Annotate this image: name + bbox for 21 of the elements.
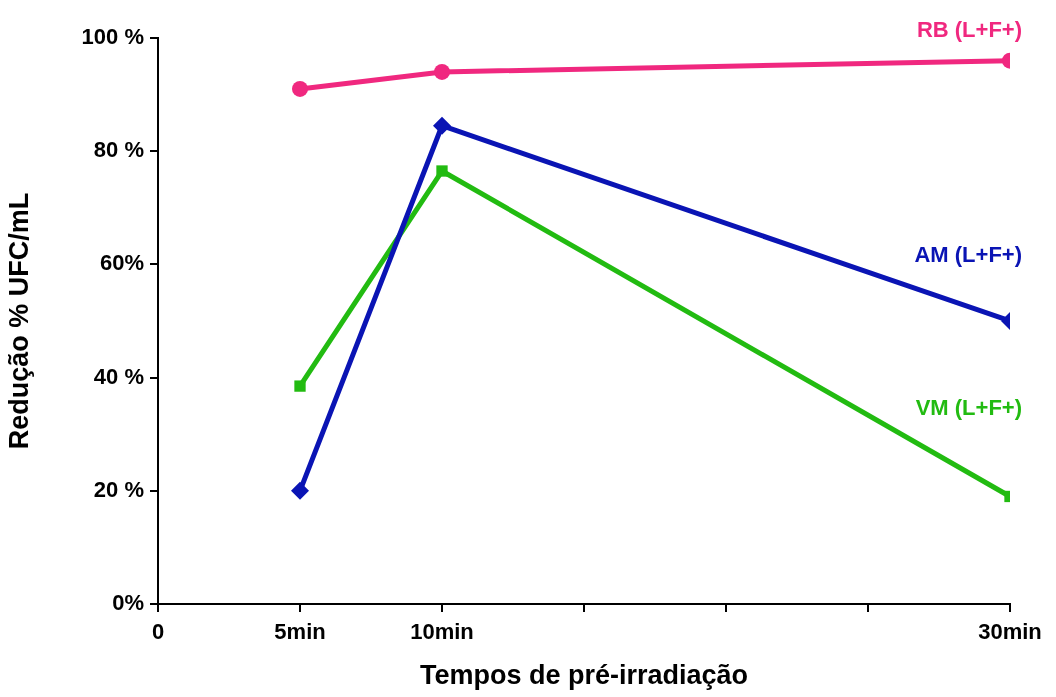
x-tick-label: 30min (978, 619, 1042, 645)
series-label: AM (L+F+) (914, 242, 1022, 268)
point (436, 165, 448, 177)
x-axis-title: Tempos de pré-irradiação (419, 660, 749, 691)
point (291, 481, 309, 500)
point (434, 63, 450, 80)
point (294, 380, 306, 392)
point (292, 80, 308, 97)
y-tick-label: 80 % (93, 137, 144, 163)
y-tick-label: 100 % (81, 24, 144, 50)
x-tick-label: 0 (151, 619, 165, 645)
series-label: RB (L+F+) (916, 16, 1022, 42)
x-tick-label: 5min (274, 619, 326, 645)
y-tick-label: 20 % (93, 476, 144, 502)
y-tick-label: 60% (99, 250, 144, 276)
series-label: VM (L+F+) (915, 394, 1022, 420)
y-tick-label: 40 % (93, 363, 144, 389)
y-axis-title: Redução % UFC/mL (3, 192, 34, 450)
point (433, 116, 451, 135)
x-tick-label: 10min (410, 619, 474, 645)
y-tick-label: 0% (112, 590, 144, 616)
